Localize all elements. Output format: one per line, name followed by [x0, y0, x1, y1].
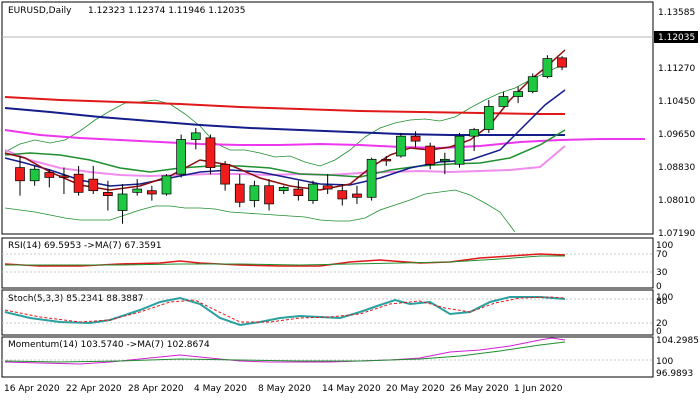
rsi-title: RSI(14) 69.5953 ->MA(7) 67.3591	[8, 241, 162, 251]
stoch-axis-tick: 80	[656, 297, 668, 307]
bullish-candle	[483, 106, 494, 130]
price-tick: 1.10450	[658, 97, 695, 107]
price-tick: 1.11270	[658, 64, 695, 74]
stoch-signal-line	[4, 296, 566, 323]
bullish-candle	[278, 187, 289, 192]
date-axis: 16 Apr 2020 22 Apr 2020 28 Apr 2020 4 Ma…	[4, 384, 563, 394]
bullish-candle	[190, 132, 201, 140]
ohlc-readout: 1.12323 1.12374 1.11946 1.12035	[88, 6, 246, 16]
momentum-axis-tick: 104.2985	[656, 336, 699, 346]
bullish-candle	[527, 76, 538, 92]
date-tick: 20 May 2020	[386, 384, 445, 394]
bullish-candle	[117, 193, 128, 211]
date-tick: 1 Jun 2020	[514, 384, 563, 394]
price-tick: 1.07190	[658, 229, 695, 239]
bearish-candle	[88, 178, 99, 192]
symbol-title: EURUSD,Daily	[8, 6, 72, 16]
candlestick-series	[15, 55, 567, 224]
price-tick: 1.13585	[658, 8, 695, 18]
bearish-candle	[557, 57, 567, 68]
bullish-candle	[513, 91, 523, 97]
date-tick: 22 Apr 2020	[66, 384, 122, 394]
bullish-candle	[176, 139, 186, 175]
bearish-candle	[381, 158, 392, 162]
rsi-axis-tick: 0	[656, 282, 662, 292]
bullish-candle	[132, 188, 143, 193]
bullish-candle	[366, 158, 377, 198]
current-price-label: 1.12035	[658, 33, 695, 43]
bearish-candle	[44, 172, 55, 178]
stoch-main-line	[4, 296, 566, 327]
price-tick: 1.09650	[658, 130, 695, 140]
momentum-panel[interactable]	[1, 336, 654, 378]
rsi-axis-tick: 30	[656, 268, 668, 278]
bearish-candle	[220, 163, 230, 185]
ema-violet-line	[4, 129, 645, 150]
rsi-panel[interactable]	[1, 237, 654, 289]
bearish-candle	[337, 190, 348, 200]
bullish-candle	[498, 96, 509, 107]
momentum-axis-tick: 100	[656, 357, 673, 367]
current-price-tag	[654, 31, 698, 43]
bullish-candle	[249, 185, 260, 201]
date-tick: 16 Apr 2020	[4, 384, 60, 394]
bearish-candle	[234, 183, 245, 203]
bearish-candle	[425, 145, 436, 165]
rsi-line	[4, 253, 566, 267]
stoch-axis-tick: 20	[656, 319, 668, 329]
bearish-candle	[322, 185, 333, 190]
bearish-candle	[293, 188, 304, 197]
price-tick: 1.08830	[658, 163, 695, 173]
date-tick: 14 May 2020	[322, 384, 381, 394]
rsi-axis-tick: 100	[656, 241, 673, 251]
stoch-axis-tick: 100	[656, 293, 673, 303]
bullish-candle	[161, 175, 172, 195]
bearish-candle	[147, 190, 157, 195]
bullish-candle	[440, 158, 450, 162]
envelope-lower-line	[4, 189, 516, 233]
bullish-candle	[29, 168, 40, 182]
sma-green-line	[4, 129, 566, 178]
momentum-ma-line	[4, 341, 566, 363]
bearish-candle	[205, 137, 216, 168]
ema-pink-line	[4, 145, 566, 178]
bullish-candle	[396, 135, 406, 157]
envelope-upper-line	[4, 65, 561, 167]
rsi-ma-line	[5, 255, 565, 266]
date-tick: 28 Apr 2020	[128, 384, 184, 394]
bearish-candle	[103, 191, 113, 197]
momentum-axis-tick: 96.9893	[656, 369, 693, 379]
bullish-candle	[308, 183, 318, 201]
bullish-candle	[454, 135, 465, 165]
bearish-candle	[264, 185, 274, 205]
date-tick: 26 May 2020	[450, 384, 509, 394]
date-tick: 4 May 2020	[194, 384, 247, 394]
price-axis: 1.13585 1.11270 1.10450 1.09650 1.08830 …	[658, 8, 695, 239]
stoch-axis-tick: 0	[656, 327, 662, 337]
bearish-candle	[352, 193, 362, 198]
bullish-candle	[542, 58, 553, 78]
price-tick: 1.08010	[658, 196, 695, 206]
bearish-candle	[15, 167, 25, 182]
bearish-candle	[410, 135, 421, 142]
sma-navy-line	[4, 107, 565, 136]
momentum-title: Momentum(14) 103.5740 ->MA(7) 102.8674	[8, 340, 210, 350]
bullish-candle	[469, 129, 479, 137]
bearish-candle	[73, 173, 84, 193]
bearish-candle	[59, 175, 69, 178]
rsi-axis-tick: 70	[656, 250, 668, 260]
date-tick: 8 May 2020	[258, 384, 311, 394]
